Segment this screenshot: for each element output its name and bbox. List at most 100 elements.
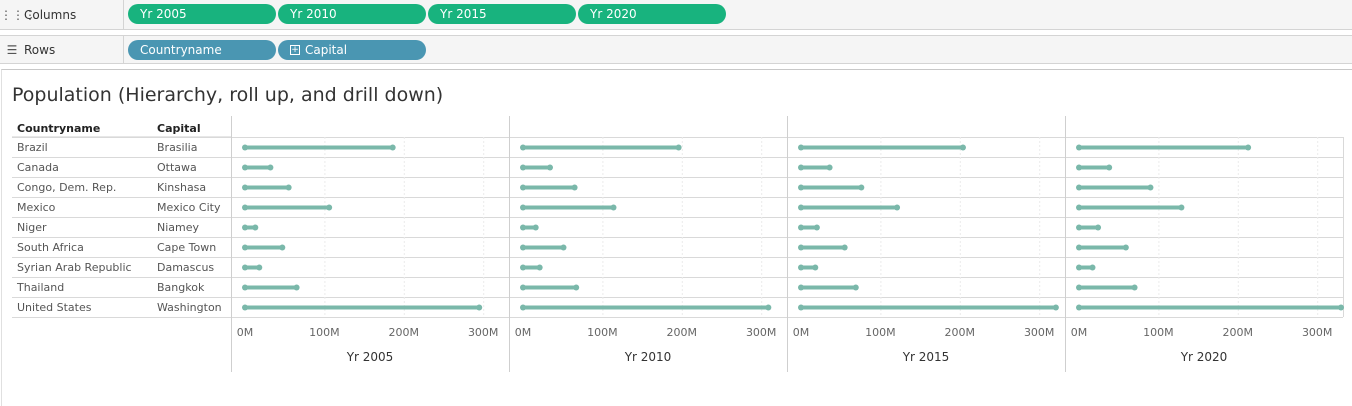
rows-shelf: ☰ Rows Countryname + Capital: [0, 35, 1352, 64]
bar-end-dot: [573, 284, 580, 291]
row-label-capital: Niamey: [157, 221, 200, 234]
bar-start-dot: [1076, 184, 1082, 191]
bar-start-dot: [242, 244, 248, 251]
pill-capital-label: Capital: [305, 43, 348, 57]
axis-tick-label: 300M: [1024, 326, 1055, 339]
bar-start-dot: [798, 244, 804, 251]
axis-tick-label: 0M: [237, 326, 254, 339]
axis-tick-label: 300M: [1302, 326, 1333, 339]
axis-tick-label: 100M: [865, 326, 896, 339]
expand-plus-icon[interactable]: +: [290, 45, 300, 55]
axis-tick-label: 300M: [746, 326, 777, 339]
pane-axis-title: Yr 2015: [902, 350, 950, 364]
bar-end-dot: [610, 204, 617, 211]
pill-yr-2005[interactable]: Yr 2005: [128, 4, 276, 24]
bar-start-dot: [798, 304, 804, 311]
bar-end-dot: [256, 264, 263, 271]
bar-start-dot: [798, 284, 804, 291]
rows-pills: Countryname + Capital: [128, 40, 426, 60]
bar-start-dot: [798, 204, 804, 211]
bar-start-dot: [520, 224, 526, 231]
bar-start-dot: [1076, 204, 1082, 211]
bar-start-dot: [1076, 304, 1082, 311]
bar-start-dot: [242, 284, 248, 291]
axis-tick-label: 0M: [515, 326, 532, 339]
chart-title: Population (Hierarchy, roll up, and dril…: [12, 84, 444, 106]
bar-start-dot: [798, 264, 804, 271]
bar-end-dot: [1178, 204, 1185, 211]
row-label-capital: Damascus: [157, 261, 214, 274]
bar-end-dot: [326, 204, 333, 211]
row-label-country: Brazil: [17, 141, 48, 154]
columns-label-text: Columns: [24, 7, 77, 22]
bar-end-dot: [252, 224, 259, 231]
row-label-capital: Brasilia: [157, 141, 197, 154]
bar-start-dot: [520, 164, 526, 171]
row-label-capital: Ottawa: [157, 161, 197, 174]
pill-countryname[interactable]: Countryname: [128, 40, 276, 60]
bar-start-dot: [520, 244, 526, 251]
bar-start-dot: [1076, 284, 1082, 291]
bar-start-dot: [242, 304, 248, 311]
row-label-capital: Mexico City: [157, 201, 221, 214]
bar-end-dot: [765, 304, 772, 311]
bar-end-dot: [826, 164, 833, 171]
row-label-country: Congo, Dem. Rep.: [17, 181, 116, 194]
row-shelf-icon: ☰: [6, 42, 18, 57]
axis-tick-label: 0M: [793, 326, 810, 339]
columns-shelf-label: ⋮⋮⋮ Columns: [0, 0, 124, 29]
bar-start-dot: [1076, 144, 1082, 151]
bar-start-dot: [1076, 224, 1082, 231]
bar-end-dot: [1106, 164, 1113, 171]
bar-start-dot: [242, 144, 248, 151]
row-label-capital: Bangkok: [157, 281, 205, 294]
pill-capital[interactable]: + Capital: [278, 40, 426, 60]
row-label-capital: Kinshasa: [157, 181, 206, 194]
bar-end-dot: [1245, 144, 1252, 151]
pane-axis-title: Yr 2010: [624, 350, 672, 364]
columns-shelf: ⋮⋮⋮ Columns Yr 2005 Yr 2010 Yr 2015 Yr 2…: [0, 0, 1352, 30]
bar-start-dot: [520, 264, 526, 271]
bar-start-dot: [520, 204, 526, 211]
pane-axis-title: Yr 2005: [346, 350, 394, 364]
bar-start-dot: [798, 144, 804, 151]
row-label-country: United States: [17, 301, 92, 314]
bar-start-dot: [1076, 164, 1082, 171]
axis-tick-label: 200M: [389, 326, 420, 339]
bar-end-dot: [1089, 264, 1096, 271]
rows-label-text: Rows: [24, 42, 56, 57]
bar-start-dot: [798, 164, 804, 171]
bar-end-dot: [1338, 304, 1345, 311]
axis-tick-label: 200M: [667, 326, 698, 339]
axis-tick-label: 100M: [1143, 326, 1174, 339]
bar-end-dot: [1122, 244, 1129, 251]
row-label-country: Syrian Arab Republic: [17, 261, 132, 274]
axis-tick-label: 100M: [309, 326, 340, 339]
bar-end-dot: [1147, 184, 1154, 191]
axis-tick-label: 200M: [945, 326, 976, 339]
bar-end-dot: [267, 164, 274, 171]
pill-yr-2010[interactable]: Yr 2010: [278, 4, 426, 24]
bar-end-dot: [675, 144, 682, 151]
bar-end-dot: [1095, 224, 1102, 231]
bar-start-dot: [1076, 244, 1082, 251]
bar-start-dot: [520, 284, 526, 291]
pill-yr-2015[interactable]: Yr 2015: [428, 4, 576, 24]
axis-tick-label: 100M: [587, 326, 618, 339]
bar-start-dot: [242, 264, 248, 271]
bar-start-dot: [242, 204, 248, 211]
rows-shelf-label: ☰ Rows: [0, 36, 124, 63]
viz-area: [1, 69, 1352, 406]
bar-end-dot: [894, 204, 901, 211]
bar-end-dot: [813, 224, 820, 231]
row-label-country: Mexico: [17, 201, 56, 214]
bar-start-dot: [520, 304, 526, 311]
axis-tick-label: 0M: [1071, 326, 1088, 339]
pill-yr-2020[interactable]: Yr 2020: [578, 4, 726, 24]
bar-end-dot: [1131, 284, 1138, 291]
row-label-country: Niger: [17, 221, 47, 234]
row-label-country: Thailand: [16, 281, 64, 294]
bar-end-dot: [293, 284, 300, 291]
bar-start-dot: [520, 144, 526, 151]
